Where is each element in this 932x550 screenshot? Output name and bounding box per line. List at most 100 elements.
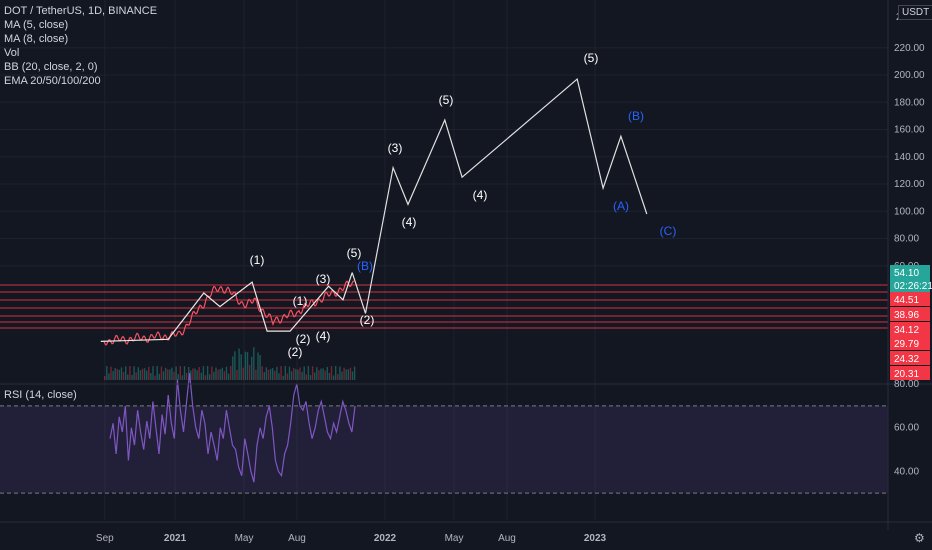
volume-bar [341, 371, 343, 380]
volume-bar [316, 367, 318, 380]
volume-bar [173, 371, 175, 380]
volume-bar [322, 368, 324, 380]
volume-bar [353, 366, 356, 380]
volume-bar [343, 367, 345, 380]
volume-bar [225, 366, 228, 380]
volume-bar [118, 369, 121, 380]
indicator-vol[interactable]: Vol [4, 47, 20, 59]
volume-bar [244, 351, 247, 380]
rsi-legend[interactable]: RSI (14, close) [4, 388, 77, 402]
volume-bar [272, 368, 274, 380]
volume-bar [104, 376, 106, 380]
volume-bar [320, 368, 322, 380]
volume-bar [261, 366, 263, 380]
volume-bar [232, 356, 234, 380]
time-axis-label: Sep [96, 533, 114, 544]
volume-bar [171, 367, 173, 380]
symbol-title[interactable]: DOT / TetherUS, 1D, BINANCE [4, 5, 158, 17]
wave-labels: (1)(2)(2)(1)(3)(4)(5)(B)(2)(3)(4)(5)(4)(… [250, 51, 677, 359]
price-tag [890, 322, 930, 336]
price-tag-label: 29.79 [894, 339, 919, 350]
volume-bar [200, 372, 202, 380]
volume-bar [288, 366, 291, 380]
rsi-title: RSI (14, close) [4, 389, 77, 401]
indicator-ma5[interactable]: MA (5, close) [4, 19, 69, 31]
volume-bar [190, 370, 192, 380]
currency-button[interactable]: USDT [898, 5, 932, 20]
volume-bar [209, 374, 211, 380]
volume-bar [154, 375, 156, 380]
volume-bar [303, 366, 305, 380]
volume-bar [227, 373, 230, 380]
volume-bar [267, 369, 270, 380]
wave-label: (A) [613, 199, 629, 213]
wave-label: (1) [250, 253, 265, 267]
wave-label: (4) [473, 188, 488, 202]
rsi-axis-label: 40.00 [894, 466, 919, 477]
volume-bar [125, 366, 127, 380]
volume-bar [127, 374, 129, 380]
volume-bar [309, 375, 312, 380]
axes: 2220.00200.00180.00160.00140.00120.00100… [96, 0, 932, 545]
rsi-band [0, 405, 888, 494]
volume-bar [137, 367, 139, 380]
volume-bar [347, 369, 349, 380]
volume-bar [204, 375, 207, 380]
volume-bar [238, 348, 240, 380]
wave-label: (3) [388, 141, 403, 155]
wave-projection [100, 78, 648, 342]
volume-bar [215, 367, 217, 380]
volume-bar [152, 366, 154, 380]
volume-bar [257, 352, 259, 380]
gear-icon[interactable]: ⚙ [914, 531, 925, 545]
volume-bar [223, 371, 226, 380]
volume-bar [133, 366, 135, 380]
volume-bar [297, 369, 299, 380]
grid [0, 0, 888, 520]
volume-bar [221, 367, 223, 380]
volume-bar [299, 367, 301, 380]
price-axis-label: 180.00 [894, 97, 925, 108]
time-axis-label: Aug [498, 533, 516, 544]
volume-bar [290, 371, 293, 380]
rsi-axis-label: 60.00 [894, 423, 919, 434]
price-axis-label: 220.00 [894, 43, 925, 54]
volume-bar [162, 371, 165, 380]
volume-bar [326, 366, 328, 380]
price-tag [890, 307, 930, 321]
volume-bar [177, 374, 179, 380]
volume-bar [318, 370, 320, 380]
volume-bar [335, 366, 337, 380]
wave-label: (5) [584, 51, 599, 65]
volume-bar [259, 354, 261, 380]
time-axis-label: May [445, 533, 464, 544]
wave-label: (3) [316, 272, 331, 286]
volume-bar [248, 364, 251, 380]
wave-label: (4) [402, 215, 417, 229]
volume-bar [236, 369, 238, 380]
volume-bar [219, 369, 221, 380]
indicator-bb[interactable]: BB (20, close, 2, 0) [4, 61, 98, 73]
volume-bar [345, 369, 347, 380]
volume-bar [293, 367, 295, 380]
volume-bar [213, 371, 215, 380]
price-tag [890, 351, 930, 365]
volume-bar [314, 372, 316, 380]
rsi-pane [0, 373, 932, 523]
price-tag-label: 38.96 [894, 310, 919, 321]
indicator-ma8[interactable]: MA (8, close) [4, 33, 69, 45]
volume-bar [175, 366, 177, 380]
volume-bar [278, 373, 280, 380]
wave-line [351, 78, 648, 314]
volume-bar [167, 369, 169, 380]
volume-bar [179, 366, 181, 380]
volume-bar [230, 366, 232, 380]
price-tag [890, 366, 930, 380]
volume-bar [255, 369, 257, 380]
price-tag-label: 24.32 [894, 354, 919, 365]
price-line [103, 280, 355, 346]
volume-bar [106, 366, 108, 380]
indicator-ema[interactable]: EMA 20/50/100/200 [4, 75, 101, 87]
